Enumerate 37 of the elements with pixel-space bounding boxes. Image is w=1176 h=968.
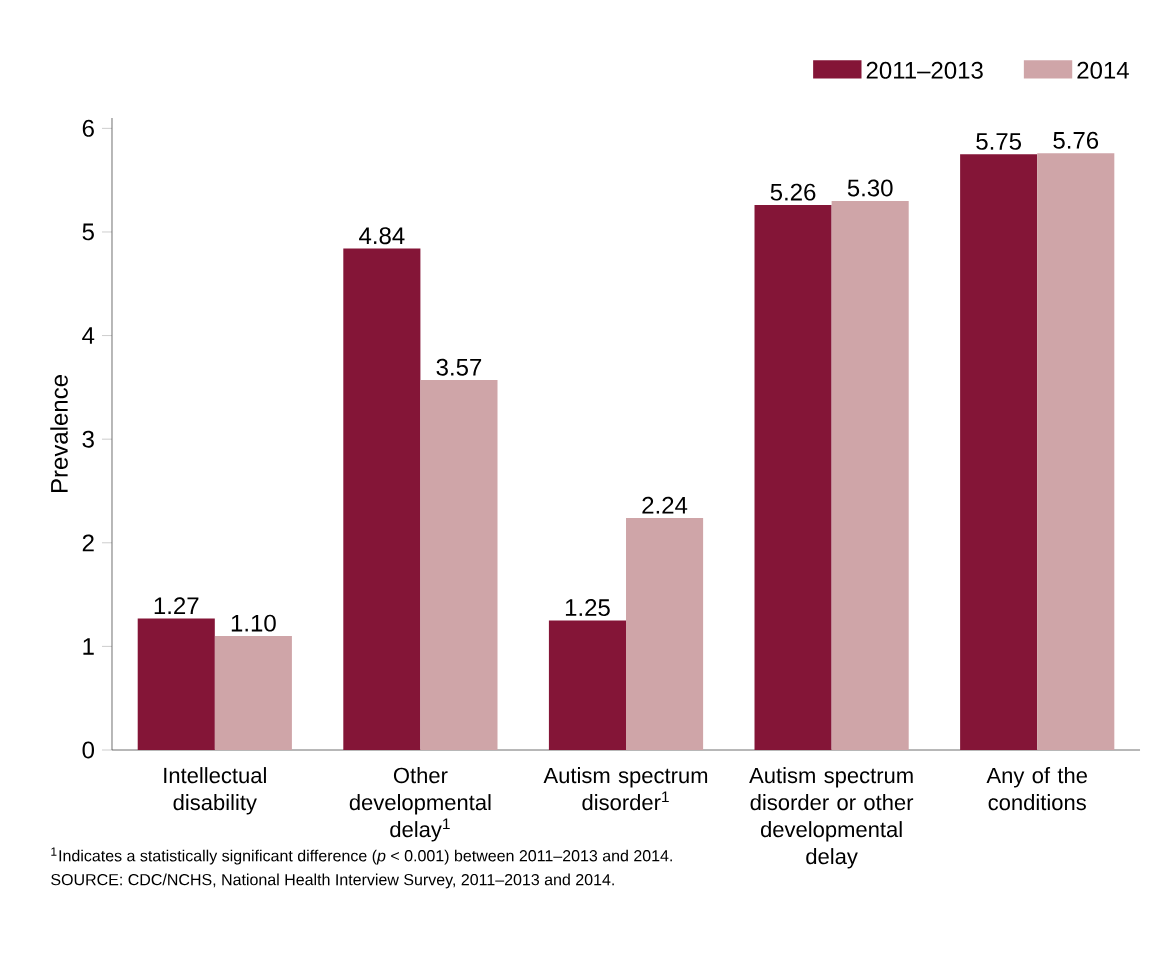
legend-label: 2011–2013: [866, 61, 983, 79]
x-tick-label: Intellectual disability: [164, 767, 266, 815]
bar: [1037, 153, 1115, 750]
y-tick-label: 1: [83, 638, 94, 655]
bar: [214, 636, 292, 750]
bar: [548, 620, 627, 750]
data-label: 5.26: [770, 183, 816, 201]
bar: [626, 517, 704, 750]
y-tick-label: 3: [82, 430, 94, 448]
source-note: SOURCE: CDC/NCHS, National Health Interview Survey, 2011–2013 and 2014.: [51, 873, 614, 889]
x-tick-label: Autism spectrum disorder$^{1}$: [543, 767, 708, 811]
y-tick-label: 6: [82, 119, 94, 137]
data-label: 1.25: [565, 599, 610, 617]
bar: [831, 200, 909, 750]
data-label: 4.84: [359, 227, 405, 245]
x-tick-label: Autism spectrum disorder or other developmental delay: [749, 767, 914, 869]
y-tick-label: 5: [82, 223, 94, 241]
x-tick-label: Other developmental delay$^{1}$: [349, 767, 491, 842]
data-label: 3.57: [436, 358, 482, 376]
data-label: 1.27: [154, 597, 199, 615]
y-tick-label: 0: [82, 741, 95, 759]
bar: [137, 618, 215, 750]
bar: [420, 380, 498, 750]
bar: [754, 205, 832, 750]
data-label: 1.10: [231, 614, 276, 632]
data-label: 2.24: [642, 496, 688, 514]
data-label: 5.76: [1053, 131, 1099, 149]
bar: [343, 248, 421, 750]
y-tick-label: 4: [82, 327, 95, 344]
legend-label: 2014: [1077, 61, 1129, 79]
y-tick-label: 2: [82, 534, 94, 552]
data-label: 5.75: [976, 133, 1021, 150]
data-label: 5.30: [847, 179, 893, 197]
text: $^{1}$Indicates a statistically significant difference (p < 0.001) between 2011–2013 and 2014.: [51, 847, 672, 865]
bar: [960, 154, 1038, 750]
x-tick-label: Any of the conditions: [986, 767, 1087, 811]
y-axis-title: Prevalence: [50, 375, 68, 493]
